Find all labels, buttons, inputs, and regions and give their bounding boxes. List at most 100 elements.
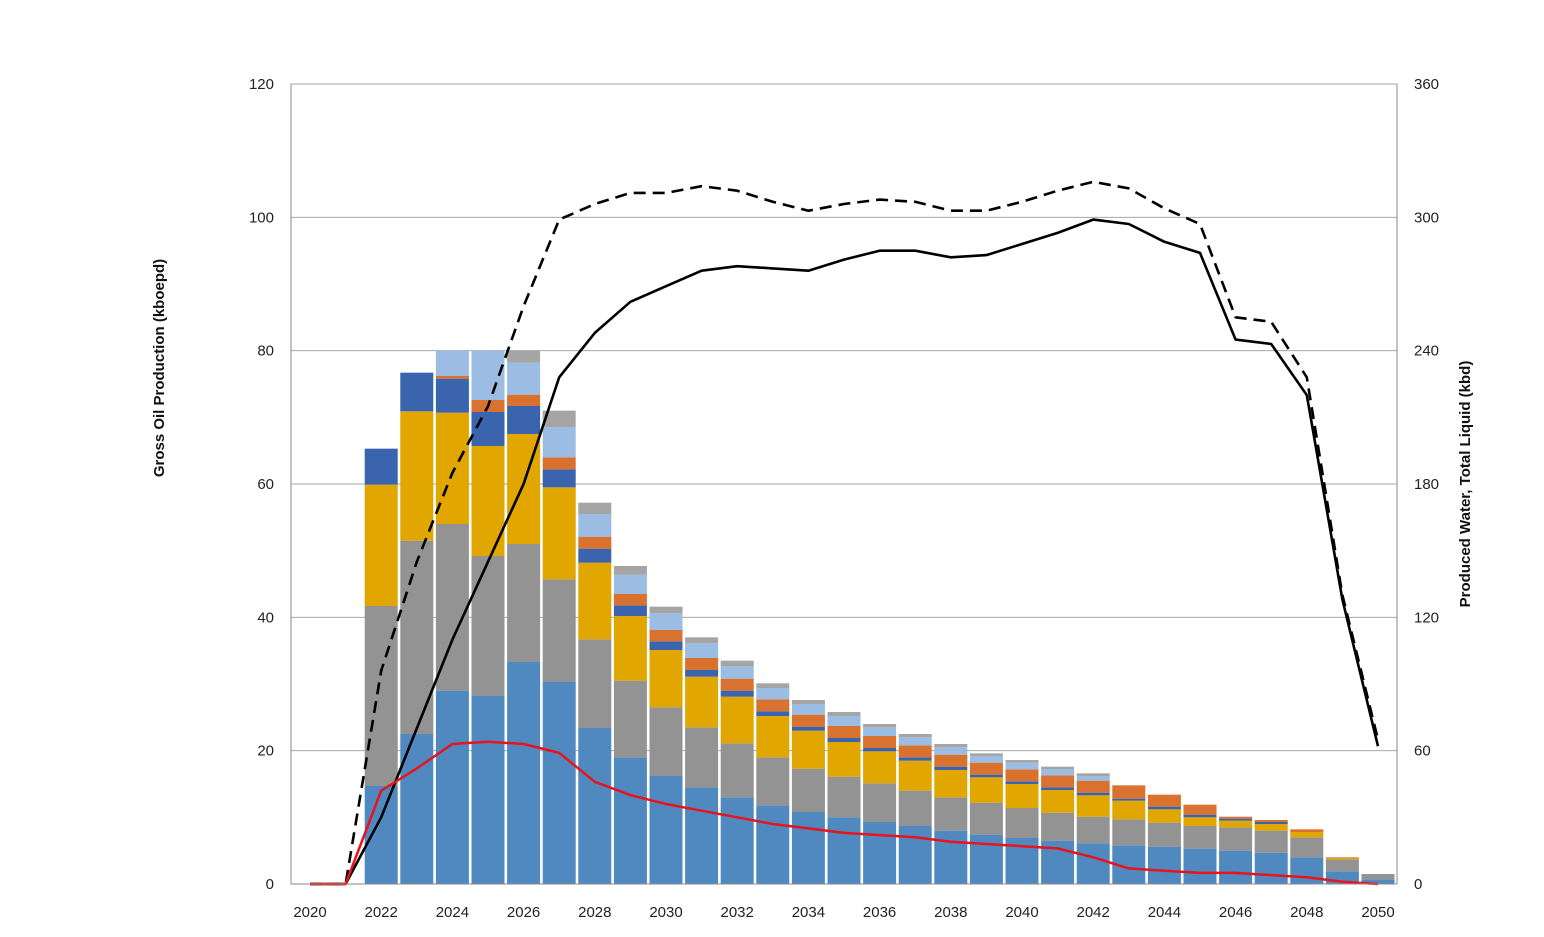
bar-segment-2039-s2 <box>969 802 1003 835</box>
bar-segment-2027-s7 <box>542 410 576 428</box>
bar-segment-2045-s2 <box>1183 826 1217 849</box>
bar-segment-2024-s1 <box>435 690 469 884</box>
bar-segment-2044-s4 <box>1147 806 1181 810</box>
bar-segment-2050-s2 <box>1361 874 1395 880</box>
bar-segment-2029-s2 <box>613 680 647 758</box>
bar-segment-2038-s5 <box>934 754 968 767</box>
bar-segment-2041-s6 <box>1041 769 1075 776</box>
bar-segment-2030-s4 <box>649 641 683 650</box>
bar-segment-2044-s3 <box>1147 809 1181 823</box>
bar-segment-2024-s3 <box>435 412 469 524</box>
bar-segment-2030-s7 <box>649 606 683 614</box>
bar-segment-2026-s7 <box>507 350 541 363</box>
bar-segment-2038-s7 <box>934 744 968 748</box>
bar-segment-2039-s4 <box>969 774 1003 778</box>
bar-segment-2039-s7 <box>969 753 1003 756</box>
bar-segment-2038-s2 <box>934 797 968 831</box>
bar-segment-2049-s2 <box>1325 859 1359 872</box>
bar-segment-2047-s2 <box>1254 830 1288 853</box>
y-tick-label-right: 180 <box>1414 476 1439 493</box>
bar-segment-2034-s4 <box>791 726 825 731</box>
bar-segment-2028-s1 <box>578 728 612 884</box>
x-tick-label: 2040 <box>1005 904 1038 921</box>
bar-segment-2042-s5 <box>1076 780 1110 793</box>
bar-segment-2036-s2 <box>863 783 897 822</box>
bar-segment-2044-s2 <box>1147 822 1181 847</box>
x-tick-label: 2020 <box>293 904 326 921</box>
bar-segment-2030-s3 <box>649 650 683 708</box>
bar-segment-2024-s6 <box>435 350 469 376</box>
y-tick-label-right: 60 <box>1414 743 1431 760</box>
bar-segment-2034-s5 <box>791 714 825 727</box>
bar-segment-2034-s7 <box>791 700 825 704</box>
bar-segment-2041-s5 <box>1041 775 1075 788</box>
bar-segment-2027-s6 <box>542 427 576 458</box>
bar-segment-2036-s7 <box>863 724 897 728</box>
bar-segment-2027-s5 <box>542 457 576 470</box>
y-tick-label-left: 60 <box>257 476 274 493</box>
y-axis-title-right: Produced Water, Total Liquid (kbd) <box>1457 361 1474 608</box>
bar-segment-2037-s3 <box>898 760 932 791</box>
bar-segment-2036-s6 <box>863 727 897 736</box>
bar-segment-2039-s3 <box>969 777 1003 803</box>
bar-segment-2046-s3 <box>1219 820 1253 828</box>
bar-segment-2047-s5 <box>1254 820 1288 822</box>
bar-segment-2049-s3 <box>1325 858 1359 860</box>
x-tick-label: 2038 <box>934 904 967 921</box>
bar-segment-2028-s6 <box>578 514 612 537</box>
bar-segment-2038-s4 <box>934 766 968 770</box>
bar-segment-2034-s2 <box>791 768 825 812</box>
bar-segment-2032-s4 <box>720 690 754 697</box>
bar-segment-2048-s3 <box>1290 832 1324 838</box>
bar-segment-2034-s1 <box>791 812 825 884</box>
bar-segment-2048-s2 <box>1290 837 1324 858</box>
total-liquid-line <box>310 180 1380 886</box>
bar-segment-2028-s3 <box>578 562 612 640</box>
bar-segment-2041-s4 <box>1041 787 1075 790</box>
bar-segment-2036-s1 <box>863 822 897 884</box>
y-tick-label-left: 80 <box>257 343 274 360</box>
bar-segment-2024-s4 <box>435 378 469 413</box>
bar-segment-2033-s3 <box>756 716 790 758</box>
y-tick-label-right: 120 <box>1414 609 1439 626</box>
bar-segment-2029-s7 <box>613 566 647 575</box>
bar-segment-2040-s4 <box>1005 781 1039 784</box>
bar-segment-2042-s1 <box>1076 843 1110 884</box>
bar-segment-2043-s4 <box>1112 798 1146 801</box>
bar-segment-2032-s2 <box>720 743 754 798</box>
bar-segment-2032-s5 <box>720 678 754 691</box>
bar-segment-2032-s1 <box>720 797 754 884</box>
bar-segment-2032-s7 <box>720 660 754 666</box>
bar-segment-2039-s5 <box>969 762 1003 775</box>
bar-segment-2037-s5 <box>898 745 932 758</box>
bar-segment-2042-s3 <box>1076 795 1110 817</box>
bar-segment-2027-s3 <box>542 487 576 580</box>
bar-segment-2037-s1 <box>898 826 932 884</box>
bar-segment-2042-s7 <box>1076 773 1110 776</box>
bar-segment-2023-s3 <box>400 411 434 541</box>
bar-segment-2028-s5 <box>578 536 612 549</box>
bar-segment-2047-s3 <box>1254 824 1288 831</box>
bar-segment-2045-s1 <box>1183 848 1217 884</box>
bar-segment-2026-s6 <box>507 362 541 395</box>
bar-segment-2025-s2 <box>471 556 505 696</box>
bar-segment-2025-s4 <box>471 412 505 446</box>
bar-segment-2041-s7 <box>1041 766 1075 770</box>
bar-segment-2026-s4 <box>507 406 541 434</box>
y-tick-label-right: 0 <box>1414 876 1422 893</box>
bar-segment-2028-s2 <box>578 639 612 728</box>
bar-segment-2041-s3 <box>1041 790 1075 813</box>
bar-segment-2040-s3 <box>1005 784 1039 808</box>
bar-segment-2024-s2 <box>435 524 469 691</box>
bar-segment-2044-s5 <box>1147 794 1181 807</box>
x-tick-label: 2028 <box>578 904 611 921</box>
bar-segment-2031-s6 <box>685 643 719 658</box>
bar-segment-2042-s4 <box>1076 792 1110 796</box>
bar-segment-2038-s3 <box>934 770 968 798</box>
bar-segment-2031-s1 <box>685 787 719 884</box>
bar-segment-2033-s1 <box>756 805 790 884</box>
bar-segment-2022-s4 <box>364 448 398 485</box>
bar-segment-2026-s5 <box>507 394 541 406</box>
